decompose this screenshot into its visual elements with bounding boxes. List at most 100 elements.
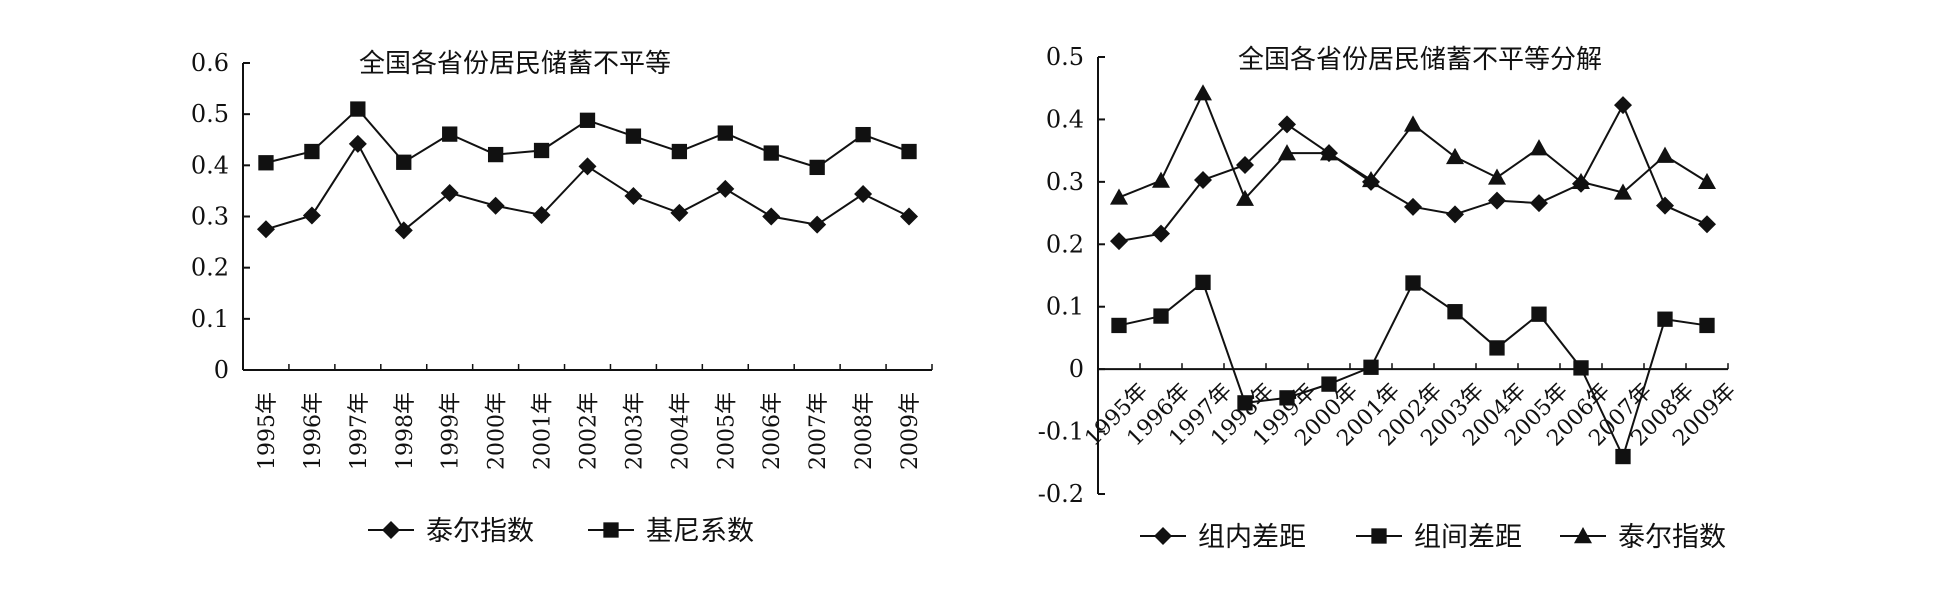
y-tick-label: 0.1 — [1046, 293, 1084, 321]
data-point-square — [763, 145, 779, 161]
data-point-diamond — [1656, 196, 1674, 215]
data-point-diamond — [394, 221, 413, 240]
chart-left-svg: 全国各省份居民储蓄不平等 0 0.1 0.2 0.3 0.4 0.5 0.6 1995年 199… — [191, 49, 933, 547]
data-point-triangle — [1530, 139, 1548, 156]
data-point-triangle — [1110, 188, 1128, 205]
data-point-triangle — [1698, 172, 1716, 190]
chart-title: 全国各省份居民储蓄不平等分解 — [1238, 45, 1602, 75]
data-point-square — [1573, 360, 1589, 376]
data-point-diamond — [1530, 194, 1548, 213]
data-point-diamond — [486, 196, 505, 215]
chart-right-inequality-decomposition: 全国各省份居民储蓄不平等分解 -0.2 -0.1 0 0.1 0.2 0.3 0.4 0.5 1… — [968, 0, 1936, 585]
data-point-square — [1531, 306, 1547, 322]
data-point-diamond — [762, 207, 781, 226]
data-point-square — [809, 159, 825, 176]
data-point-triangle — [1278, 144, 1296, 161]
data-point-square — [1699, 317, 1715, 334]
data-point-diamond — [440, 183, 459, 202]
data-point-diamond — [1446, 205, 1464, 224]
legend-marker-diamond — [382, 521, 400, 539]
data-point-diamond — [1194, 170, 1212, 189]
data-point-square — [1195, 274, 1211, 291]
x-tick-label: 2001年 — [531, 392, 556, 470]
data-point-triangle — [1572, 172, 1590, 190]
data-point-triangle — [1446, 147, 1464, 165]
data-point-triangle — [1320, 144, 1338, 161]
y-tick-label: 0 — [1069, 355, 1084, 383]
data-point-square — [1321, 376, 1337, 392]
data-point-diamond — [578, 157, 597, 176]
data-point-square — [1447, 304, 1463, 320]
data-point-diamond — [302, 206, 321, 225]
data-point-square — [1489, 340, 1505, 356]
data-point-square — [533, 142, 550, 159]
data-point-triangle — [1152, 171, 1170, 188]
y-tick-label: 0.5 — [191, 100, 229, 128]
data-point-diamond — [1404, 197, 1422, 216]
y-tick-label: 0.1 — [191, 305, 229, 333]
y-tick-label: 0 — [214, 356, 229, 384]
data-point-diamond — [1152, 224, 1170, 243]
legend-marker-diamond — [1154, 527, 1172, 545]
x-tick-label: 1999年 — [439, 392, 464, 470]
x-tick-label: 2000年 — [485, 392, 510, 470]
data-point-triangle — [1236, 189, 1254, 206]
y-tick-label: 0.2 — [191, 254, 229, 282]
data-point-square — [487, 146, 504, 163]
data-point-square — [1111, 317, 1127, 334]
y-tick-label: 0.4 — [1046, 105, 1084, 133]
legend-marker-square — [1371, 528, 1387, 544]
data-point-square — [1237, 395, 1253, 411]
data-point-triangle — [1656, 146, 1674, 163]
chart-right-svg: 全国各省份居民储蓄不平等分解 -0.2-0.100.10.20.30.40.51… — [1038, 43, 1742, 553]
data-point-diamond — [624, 187, 643, 206]
data-point-square — [1363, 359, 1379, 375]
data-point-square — [442, 126, 458, 142]
data-point-diamond — [1614, 96, 1632, 115]
data-point-triangle — [1362, 170, 1380, 188]
data-point-square — [304, 143, 320, 160]
data-point-square — [1615, 448, 1631, 465]
data-point-square — [1405, 275, 1421, 291]
data-point-diamond — [670, 203, 689, 222]
x-tick-label: 1996年 — [301, 392, 326, 470]
data-point-diamond — [348, 134, 367, 153]
legend-marker-triangle — [1574, 527, 1592, 544]
y-tick-label: 0.4 — [191, 151, 229, 179]
data-point-square — [350, 101, 366, 117]
y-tick-label: -0.1 — [1038, 418, 1084, 446]
x-tick-label: 1995年 — [255, 392, 280, 470]
data-point-triangle — [1194, 84, 1212, 101]
data-point-triangle — [1404, 115, 1422, 132]
data-point-square — [1153, 308, 1169, 324]
legend-label: 泰尔指数 — [426, 516, 534, 547]
data-point-square — [1279, 390, 1295, 406]
data-point-diamond — [256, 220, 275, 239]
x-tick-label: 2008年 — [852, 392, 877, 470]
x-tick-label: 2004年 — [668, 392, 693, 470]
data-point-diamond — [716, 179, 735, 198]
y-tick-label: 0.3 — [1046, 168, 1084, 196]
x-tick-label: 2007年 — [806, 392, 831, 470]
x-tick-label: 2009年 — [898, 392, 923, 470]
data-point-square — [625, 128, 642, 144]
y-tick-label: -0.2 — [1038, 480, 1084, 508]
data-point-square — [671, 143, 688, 160]
data-point-diamond — [1110, 232, 1128, 251]
data-point-triangle — [1488, 168, 1506, 185]
data-point-diamond — [854, 184, 873, 203]
y-tick-label: 0.3 — [191, 203, 229, 231]
data-point-triangle — [1614, 183, 1632, 200]
x-tick-label: 2006年 — [760, 392, 785, 470]
data-point-diamond — [532, 205, 551, 224]
data-point-square — [396, 154, 412, 170]
data-point-square — [717, 125, 733, 141]
x-tick-label: 1998年 — [393, 392, 418, 470]
data-point-square — [1657, 311, 1673, 327]
legend-marker-square — [603, 522, 619, 538]
chart-left-savings-inequality: 全国各省份居民储蓄不平等 0 0.1 0.2 0.3 0.4 0.5 0.6 1995年 199… — [0, 0, 968, 585]
data-point-square — [855, 126, 871, 143]
y-tick-label: 0.2 — [1046, 230, 1084, 258]
x-tick-label: 2003年 — [622, 392, 647, 470]
legend-label: 组内差距 — [1198, 522, 1306, 553]
